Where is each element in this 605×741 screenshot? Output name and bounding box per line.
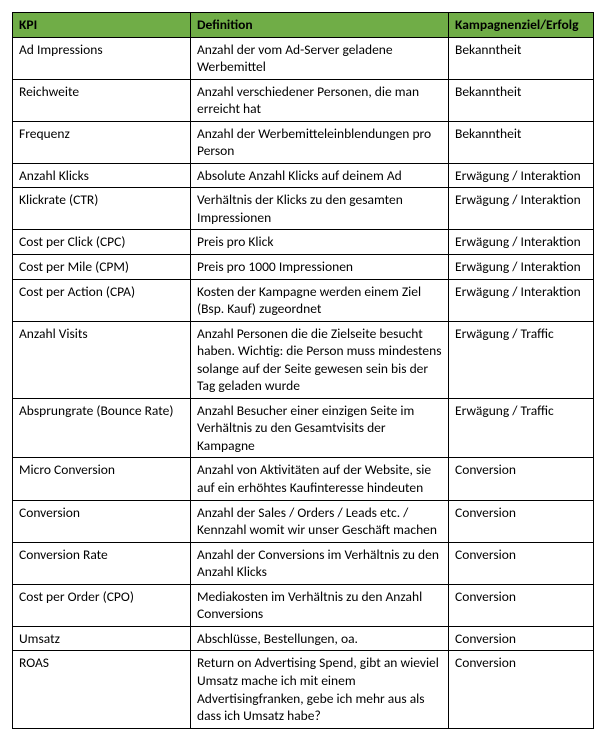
cell-definition: Anzahl Personen die die Zielseite besuch… <box>191 321 449 398</box>
cell-goal: Conversion <box>449 584 594 626</box>
cell-definition: Abschlüsse, Bestellungen, oa. <box>191 626 449 651</box>
cell-goal: Conversion <box>449 542 594 584</box>
cell-goal: Bekanntheit <box>449 37 594 79</box>
cell-goal: Conversion <box>449 626 594 651</box>
table-row: Cost per Mile (CPM)Preis pro 1000 Impres… <box>13 255 594 280</box>
table-row: ConversionAnzahl der Sales / Orders / Le… <box>13 500 594 542</box>
cell-goal: Bekanntheit <box>449 121 594 163</box>
table-row: ROASReturn on Advertising Spend, gibt an… <box>13 651 594 728</box>
cell-definition: Return on Advertising Spend, gibt an wie… <box>191 651 449 728</box>
cell-goal: Bekanntheit <box>449 79 594 121</box>
cell-kpi: Cost per Order (CPO) <box>13 584 191 626</box>
table-row: UmsatzAbschlüsse, Bestellungen, oa.Conve… <box>13 626 594 651</box>
table-header: KPI Definition Kampagnenziel/Erfolg <box>13 13 594 38</box>
cell-kpi: Umsatz <box>13 626 191 651</box>
table-row: Absprungrate (Bounce Rate)Anzahl Besuche… <box>13 398 594 458</box>
cell-kpi: Cost per Click (CPC) <box>13 230 191 255</box>
kpi-table: KPI Definition Kampagnenziel/Erfolg Ad I… <box>12 12 594 729</box>
table-row: Cost per Action (CPA)Kosten der Kampagne… <box>13 279 594 321</box>
cell-kpi: Micro Conversion <box>13 458 191 500</box>
cell-definition: Verhältnis der Klicks zu den gesamten Im… <box>191 188 449 230</box>
cell-kpi: Cost per Action (CPA) <box>13 279 191 321</box>
cell-kpi: Ad Impressions <box>13 37 191 79</box>
table-row: Conversion RateAnzahl der Conversions im… <box>13 542 594 584</box>
cell-definition: Anzahl Besucher einer einzigen Seite im … <box>191 398 449 458</box>
table-header-row: KPI Definition Kampagnenziel/Erfolg <box>13 13 594 38</box>
cell-kpi: Frequenz <box>13 121 191 163</box>
cell-definition: Absolute Anzahl Klicks auf deinem Ad <box>191 163 449 188</box>
cell-goal: Erwägung / Traffic <box>449 321 594 398</box>
cell-definition: Anzahl der Werbemitteleinblendungen pro … <box>191 121 449 163</box>
cell-definition: Preis pro 1000 Impressionen <box>191 255 449 280</box>
col-header-goal: Kampagnenziel/Erfolg <box>449 13 594 38</box>
cell-goal: Erwägung / Interaktion <box>449 188 594 230</box>
table-row: FrequenzAnzahl der Werbemitteleinblendun… <box>13 121 594 163</box>
cell-definition: Preis pro Klick <box>191 230 449 255</box>
cell-kpi: Reichweite <box>13 79 191 121</box>
cell-goal: Erwägung / Interaktion <box>449 255 594 280</box>
cell-definition: Anzahl der Sales / Orders / Leads etc. /… <box>191 500 449 542</box>
cell-goal: Conversion <box>449 500 594 542</box>
col-header-definition: Definition <box>191 13 449 38</box>
table-row: Cost per Order (CPO)Mediakosten im Verhä… <box>13 584 594 626</box>
cell-goal: Erwägung / Interaktion <box>449 163 594 188</box>
cell-goal: Erwägung / Traffic <box>449 398 594 458</box>
cell-kpi: Anzahl Visits <box>13 321 191 398</box>
cell-kpi: Anzahl Klicks <box>13 163 191 188</box>
table-row: Klickrate (CTR)Verhältnis der Klicks zu … <box>13 188 594 230</box>
cell-kpi: Conversion Rate <box>13 542 191 584</box>
cell-kpi: Absprungrate (Bounce Rate) <box>13 398 191 458</box>
cell-definition: Kosten der Kampagne werden einem Ziel (B… <box>191 279 449 321</box>
cell-definition: Anzahl der vom Ad-Server geladene Werbem… <box>191 37 449 79</box>
cell-kpi: ROAS <box>13 651 191 728</box>
cell-kpi: Conversion <box>13 500 191 542</box>
table-body: Ad ImpressionsAnzahl der vom Ad-Server g… <box>13 37 594 728</box>
cell-definition: Anzahl von Aktivitäten auf der Website, … <box>191 458 449 500</box>
table-row: Ad ImpressionsAnzahl der vom Ad-Server g… <box>13 37 594 79</box>
table-row: Cost per Click (CPC)Preis pro KlickErwäg… <box>13 230 594 255</box>
cell-goal: Conversion <box>449 651 594 728</box>
col-header-kpi: KPI <box>13 13 191 38</box>
cell-definition: Mediakosten im Verhältnis zu den Anzahl … <box>191 584 449 626</box>
cell-kpi: Cost per Mile (CPM) <box>13 255 191 280</box>
table-row: ReichweiteAnzahl verschiedener Personen,… <box>13 79 594 121</box>
cell-goal: Erwägung / Interaktion <box>449 279 594 321</box>
table-row: Anzahl VisitsAnzahl Personen die die Zie… <box>13 321 594 398</box>
table-row: Micro ConversionAnzahl von Aktivitäten a… <box>13 458 594 500</box>
cell-goal: Conversion <box>449 458 594 500</box>
table-row: Anzahl KlicksAbsolute Anzahl Klicks auf … <box>13 163 594 188</box>
cell-definition: Anzahl verschiedener Personen, die man e… <box>191 79 449 121</box>
cell-goal: Erwägung / Interaktion <box>449 230 594 255</box>
cell-kpi: Klickrate (CTR) <box>13 188 191 230</box>
cell-definition: Anzahl der Conversions im Verhältnis zu … <box>191 542 449 584</box>
